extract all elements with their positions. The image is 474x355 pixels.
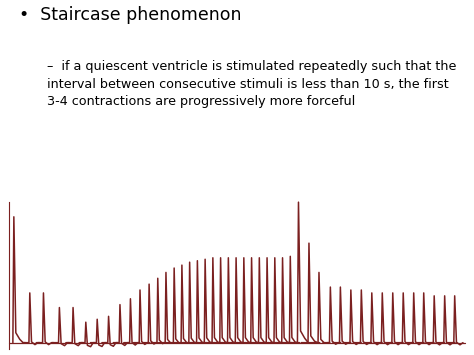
Text: •  Staircase phenomenon: • Staircase phenomenon bbox=[19, 6, 241, 24]
Text: –  if a quiescent ventricle is stimulated repeatedly such that the
interval betw: – if a quiescent ventricle is stimulated… bbox=[47, 60, 457, 108]
